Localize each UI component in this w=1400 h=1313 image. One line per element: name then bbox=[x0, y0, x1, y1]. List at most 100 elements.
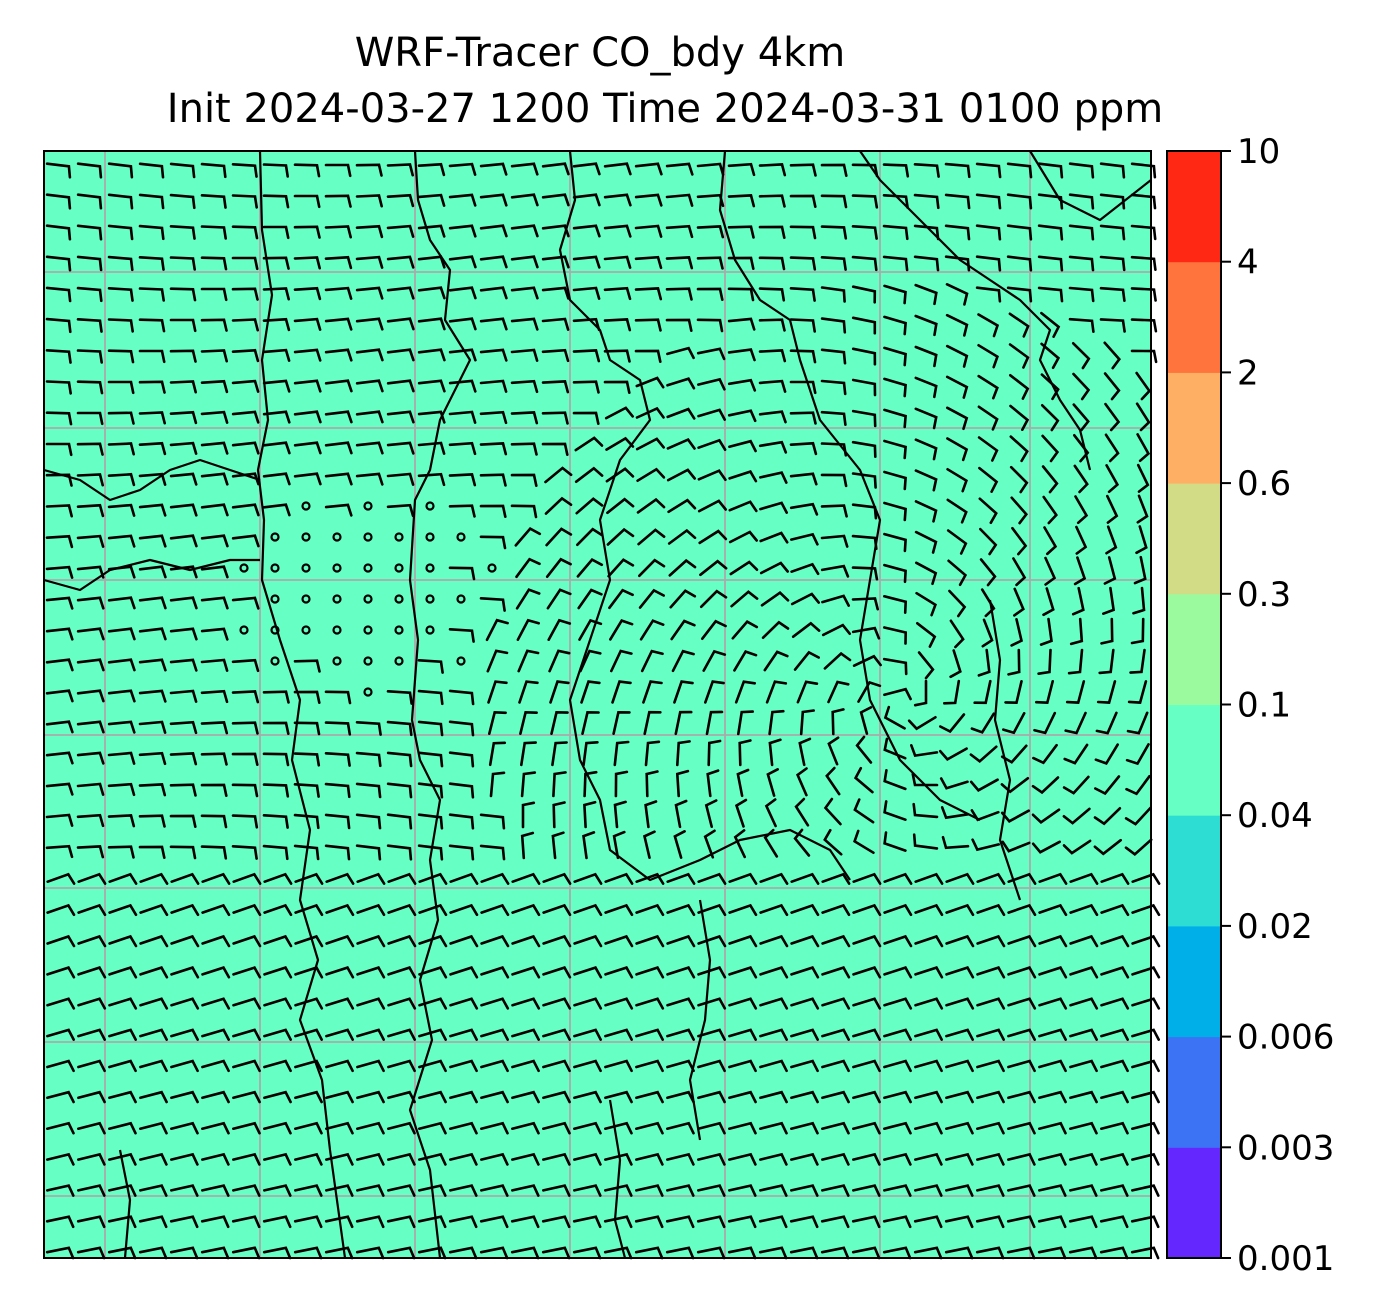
wind-barb bbox=[324, 844, 351, 861]
wind-barb bbox=[169, 689, 198, 703]
wind-barb bbox=[642, 830, 656, 859]
wind-barb bbox=[607, 558, 635, 578]
wind-barb bbox=[138, 441, 167, 456]
wind-barb bbox=[1068, 317, 1095, 333]
wind-barb bbox=[969, 745, 998, 763]
wind-barb bbox=[386, 379, 415, 393]
wind-barb bbox=[232, 997, 262, 1010]
wind-barb bbox=[293, 659, 321, 673]
wind-barb bbox=[231, 1215, 261, 1229]
wind-barb bbox=[821, 997, 851, 1010]
wind-barb bbox=[418, 872, 448, 885]
wind-barb bbox=[107, 287, 134, 302]
wind-barb bbox=[45, 658, 74, 672]
wind-barb bbox=[821, 1028, 850, 1041]
wind-barb bbox=[727, 194, 756, 208]
wind-barb bbox=[386, 1215, 416, 1229]
wind-barb bbox=[573, 1121, 602, 1135]
wind-barb bbox=[479, 162, 508, 176]
wind-barb bbox=[789, 349, 817, 364]
wind-barb bbox=[541, 224, 570, 238]
wind-barb bbox=[448, 689, 475, 706]
wind-barb bbox=[294, 1028, 323, 1041]
wind-barb bbox=[883, 800, 907, 821]
calm-barb bbox=[363, 501, 373, 511]
wind-barb bbox=[696, 1215, 726, 1229]
wind-barb bbox=[138, 472, 167, 486]
wind-barb bbox=[635, 872, 665, 885]
wind-barb bbox=[914, 1121, 943, 1135]
wind-barb bbox=[417, 441, 446, 455]
wind-barb bbox=[1132, 586, 1146, 615]
wind-barb bbox=[324, 255, 353, 270]
wind-barb bbox=[263, 934, 293, 948]
wind-barb bbox=[541, 162, 570, 176]
wind-barb bbox=[448, 441, 477, 456]
wind-barb bbox=[76, 473, 104, 487]
wind-barb bbox=[604, 406, 634, 420]
wind-barb bbox=[325, 1152, 354, 1166]
wind-barb bbox=[1009, 374, 1030, 400]
wind-barb bbox=[821, 623, 851, 637]
wind-barb bbox=[758, 410, 787, 424]
wind-barb bbox=[76, 627, 105, 641]
wind-barb bbox=[169, 1215, 199, 1229]
wind-barb bbox=[606, 497, 635, 515]
wind-barb bbox=[914, 314, 938, 337]
wind-barb bbox=[914, 469, 938, 492]
wind-barb bbox=[604, 1028, 633, 1041]
wind-barb bbox=[821, 966, 851, 979]
wind-barb bbox=[820, 348, 847, 365]
wind-barb bbox=[231, 472, 260, 486]
wind-barb bbox=[634, 1246, 664, 1260]
wind-barb bbox=[975, 286, 1002, 303]
wind-barb bbox=[418, 1059, 447, 1073]
wind-barb bbox=[549, 680, 570, 704]
wind-barb bbox=[940, 806, 970, 820]
wind-barb bbox=[1006, 193, 1033, 210]
wind-barb bbox=[542, 1152, 571, 1166]
wind-barb bbox=[604, 934, 634, 948]
wind-barb bbox=[510, 1152, 540, 1166]
wind-barb bbox=[511, 1028, 540, 1041]
calm-barb bbox=[332, 532, 342, 542]
wind-barb bbox=[45, 782, 74, 796]
wind-barb bbox=[324, 472, 353, 486]
wind-barb bbox=[170, 997, 200, 1010]
wind-barb bbox=[1009, 465, 1029, 494]
calm-barb bbox=[456, 532, 466, 542]
wind-barb bbox=[1037, 193, 1064, 210]
wind-barb bbox=[727, 317, 756, 331]
wind-barb bbox=[386, 255, 415, 269]
wind-barb bbox=[1131, 934, 1161, 948]
wind-barb bbox=[200, 721, 229, 735]
wind-barb bbox=[852, 1090, 881, 1104]
wind-barb bbox=[1006, 1215, 1036, 1229]
wind-barb bbox=[1099, 224, 1126, 241]
wind-barb bbox=[1099, 193, 1126, 210]
wind-barb bbox=[697, 408, 726, 421]
wind-barb bbox=[1002, 712, 1026, 735]
wind-barb bbox=[293, 348, 322, 362]
wind-barb bbox=[759, 872, 789, 885]
wind-barb bbox=[1069, 1090, 1098, 1104]
wind-barb bbox=[669, 589, 697, 609]
wind-barb bbox=[820, 317, 847, 334]
wind-barb bbox=[1041, 465, 1059, 494]
wind-barb bbox=[820, 379, 847, 396]
wind-barb bbox=[77, 997, 107, 1010]
wind-barb bbox=[76, 658, 105, 672]
wind-barb bbox=[603, 318, 632, 332]
wind-barb bbox=[1038, 1121, 1067, 1135]
wind-barb bbox=[975, 162, 1002, 179]
calm-barb bbox=[394, 594, 404, 604]
wind-barb bbox=[355, 163, 383, 177]
wind-barb bbox=[448, 566, 476, 581]
wind-barb bbox=[480, 966, 510, 979]
wind-barb bbox=[882, 1215, 912, 1229]
wind-barb bbox=[479, 286, 508, 300]
wind-barb bbox=[1006, 1246, 1036, 1260]
wind-barb bbox=[324, 379, 353, 393]
wind-barb bbox=[728, 903, 758, 917]
wind-barb bbox=[573, 872, 603, 885]
